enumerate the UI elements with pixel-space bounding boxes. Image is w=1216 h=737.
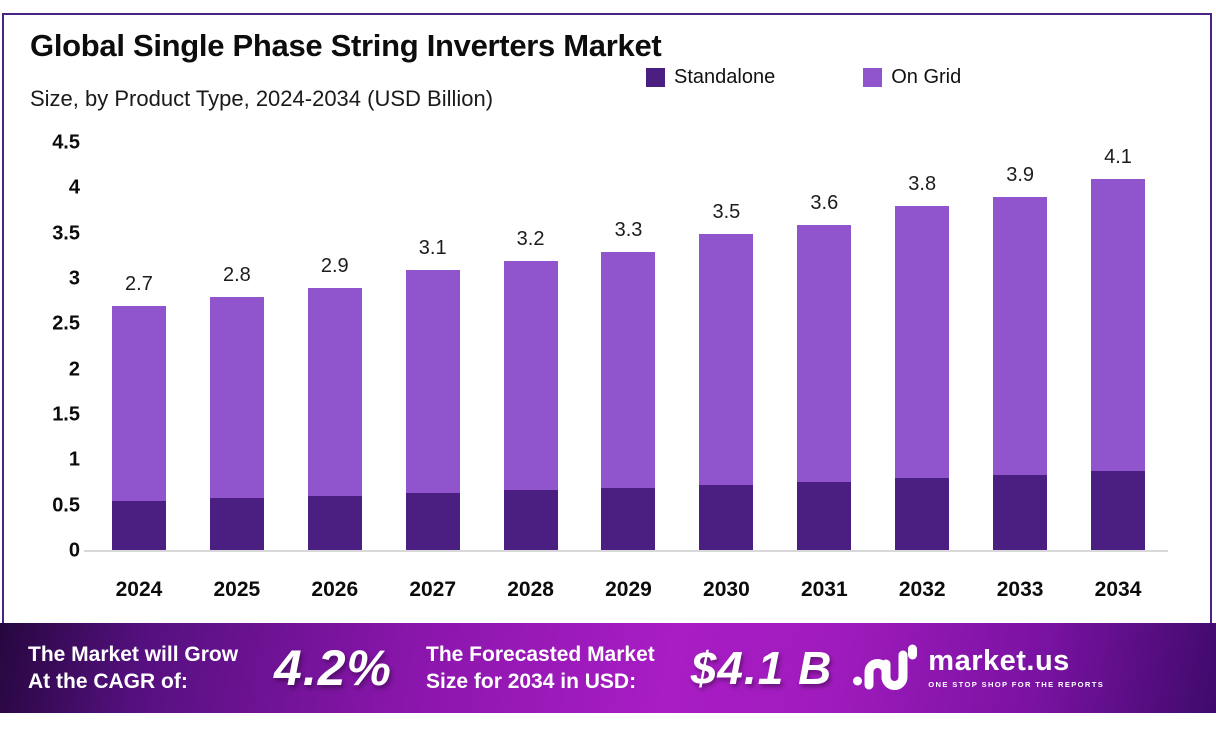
bar-segment-on-grid [797,224,852,483]
x-tick-label: 2025 [213,578,261,601]
bar-segment-standalone [405,492,460,551]
bar-value-label: 3.8 [908,173,937,196]
bar-segment-standalone [993,474,1048,551]
x-axis: 2024 2025 2026 2027 2028 2029 2030 2031 2032 2033… [90,578,1167,602]
marketus-logo: market.us ONE STOP SHOP FOR THE REPORTS [852,641,1104,695]
bar-column: 3.9 [993,164,1048,551]
bar-segment-standalone [111,501,166,551]
legend: Standalone On Grid [646,66,961,89]
bar-column: 2.8 [209,264,264,551]
bar-value-label: 3.1 [418,236,447,259]
logo-name: market.us [928,645,1070,677]
bar-segment-on-grid [111,306,166,502]
y-tick-label: 1.5 [52,403,80,426]
logo-tagline: ONE STOP SHOP FOR THE REPORTS [928,680,1105,689]
bar-segment-standalone [307,495,362,551]
bar-segment-standalone [503,490,558,551]
cagr-caption-line2: At the CAGR of: [28,670,188,693]
plot-area: 2.7 2.8 2.9 3.1 3.2 3.3 3.5 3.6 3.8 3.9 4.1 [90,143,1167,551]
bar-column: 2.7 [111,273,166,551]
bar-segment-on-grid [307,288,362,496]
bar-segment-on-grid [601,251,656,488]
logo-text: market.us ONE STOP SHOP FOR THE REPORTS [928,645,1105,690]
legend-label: On Grid [891,66,962,88]
bar-column: 3.6 [797,191,852,551]
bar-segment-standalone [1091,471,1146,551]
forecast-caption-line2: Size for 2034 in USD: [426,670,637,693]
x-tick-label: 2029 [605,578,652,601]
y-tick-label: 0 [68,539,80,562]
x-axis-line [84,550,1168,552]
forecast-value: $4.1 B [690,642,833,694]
bar-value-label: 3.5 [712,200,741,223]
y-tick-label: 0.5 [52,494,80,517]
page-title: Global Single Phase String Inverters Mar… [30,28,662,63]
bar-value-label: 2.7 [125,273,153,296]
page-subtitle: Size, by Product Type, 2024-2034 (USD Bi… [30,86,494,111]
legend-item-on-grid: On Grid [863,66,961,89]
bar-value-label: 2.8 [222,264,251,287]
x-tick-label: 2026 [311,578,359,601]
x-tick-label: 2031 [800,578,848,601]
x-tick-label: 2027 [409,578,457,601]
x-tick-label: 2032 [898,578,946,601]
y-tick-label: 1 [68,448,80,471]
legend-item-standalone: Standalone [646,66,775,89]
bar-segment-on-grid [1091,179,1146,472]
y-tick-label: 3 [68,267,80,290]
y-tick-label: 3.5 [52,222,80,245]
y-tick-label: 4 [68,176,80,199]
bar-segment-on-grid [405,269,460,493]
forecast-caption: The Forecasted Market Size for 2034 in U… [426,641,655,696]
bar-value-label: 3.9 [1006,164,1035,187]
x-tick-label: 2028 [507,578,554,601]
on-grid-swatch-icon [863,68,883,87]
footer-banner: The Market will Grow At the CAGR of: 4.2… [0,623,1216,713]
y-tick-label: 2 [68,358,80,381]
x-tick-label: 2024 [115,578,163,601]
cagr-caption: The Market will Grow At the CAGR of: [28,641,238,696]
bar-segment-standalone [797,482,852,551]
bar-segment-standalone [699,484,754,551]
bar-segment-on-grid [895,206,950,479]
bar-column: 2.9 [307,255,362,551]
y-tick-label: 4.5 [52,131,80,154]
bar-column: 3.8 [895,173,950,551]
bar-segment-standalone [209,498,264,551]
bar-value-label: 2.9 [320,255,349,278]
marketus-squiggle-icon [853,644,918,690]
bar-value-label: 3.2 [516,227,545,250]
bar-segment-on-grid [209,297,264,499]
x-tick-label: 2033 [996,578,1044,601]
bar-column: 3.2 [503,227,558,551]
bar-column: 3.3 [601,218,656,551]
x-tick-label: 2030 [703,578,750,601]
bar-value-label: 3.3 [614,218,643,241]
bar-segment-standalone [601,487,656,551]
y-axis: 0 0.5 1 1.5 2 2.5 3 3.5 4 4.5 [0,0,80,737]
bar-column: 3.5 [699,200,754,551]
legend-label: Standalone [674,66,776,88]
standalone-swatch-icon [646,68,665,87]
bar-value-label: 3.6 [810,191,839,214]
bar-column: 3.1 [405,236,460,551]
bar-segment-standalone [895,478,950,551]
forecast-caption-line1: The Forecasted Market [426,642,655,666]
cagr-caption-line1: The Market will Grow [28,642,239,666]
y-tick-label: 2.5 [52,312,80,335]
bar-column: 4.1 [1091,146,1146,551]
bar-segment-on-grid [993,197,1048,475]
bar-segment-on-grid [503,260,558,491]
bar-value-label: 4.1 [1104,146,1132,169]
x-tick-label: 2034 [1094,578,1142,601]
cagr-value: 4.2% [274,640,393,696]
bar-segment-on-grid [699,233,754,485]
